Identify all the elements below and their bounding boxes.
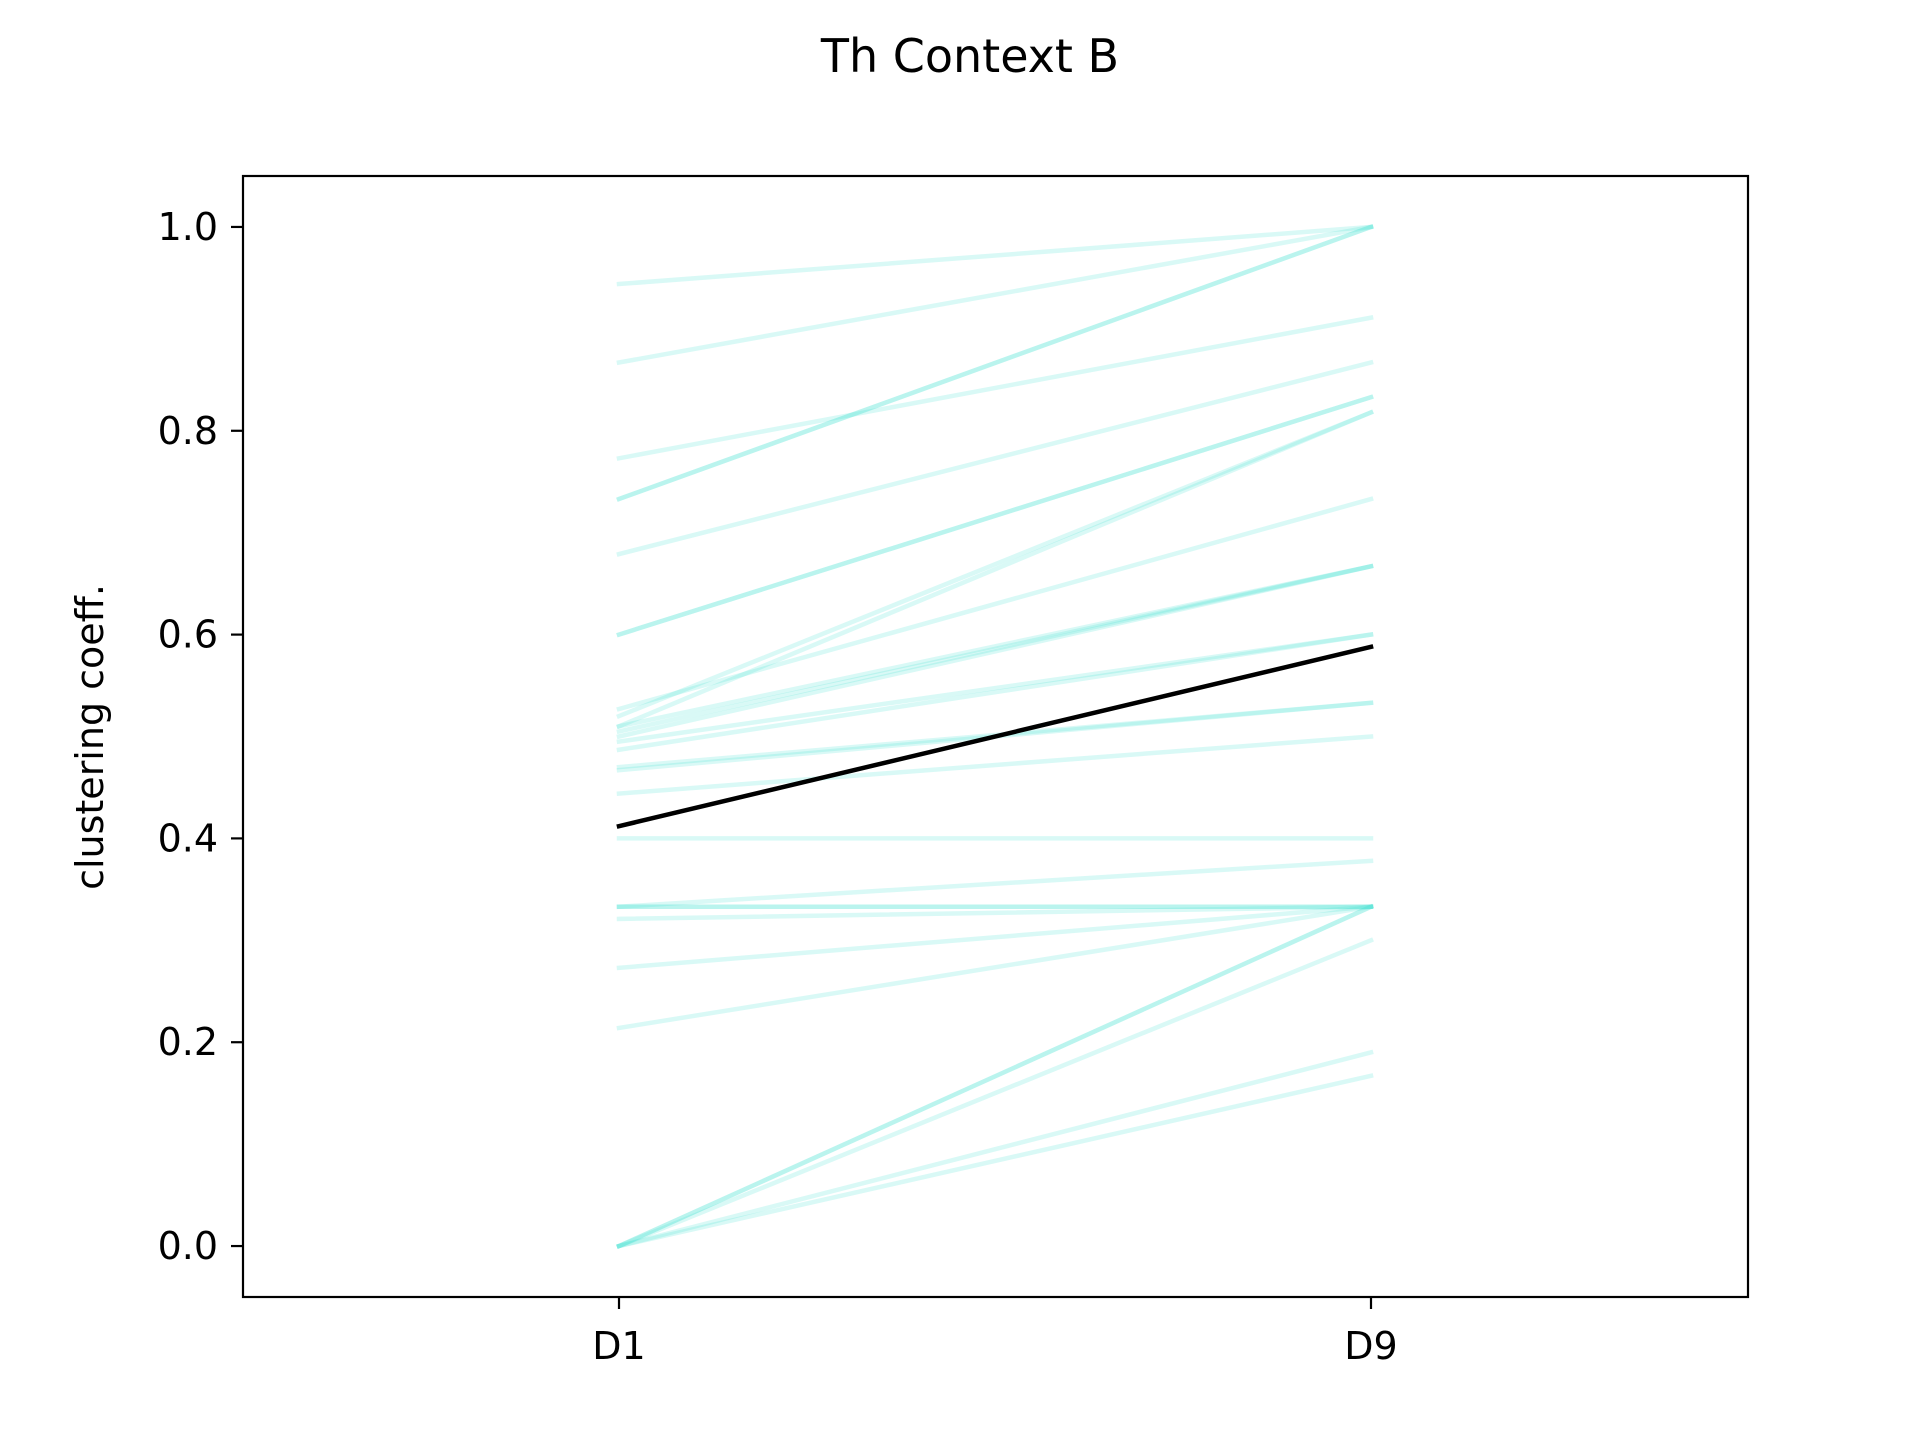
y-tick-label: 0.0 — [158, 1224, 218, 1268]
series-line-29 — [616, 937, 1374, 1249]
series-line-5 — [616, 224, 1374, 502]
mean-line — [616, 644, 1374, 829]
series-line-12 — [616, 563, 1374, 729]
y-axis: 0.0 0.2 0.4 0.6 0.8 1.0 — [158, 205, 243, 1268]
y-tick-label: 1.0 — [158, 205, 218, 249]
series-line-27 — [616, 903, 1374, 1250]
mean-layer — [616, 644, 1374, 829]
series-line-24 — [616, 904, 1374, 922]
series-line-8 — [616, 394, 1374, 638]
series-line-10 — [616, 409, 1374, 720]
series-line-11 — [616, 409, 1374, 730]
series-line-6 — [616, 359, 1374, 557]
series-line-28 — [616, 903, 1374, 1250]
y-axis-label: clustering coeff. — [68, 584, 112, 890]
series-line-21 — [616, 858, 1374, 910]
series-line-3 — [616, 315, 1374, 461]
y-tick-label: 0.2 — [158, 1020, 218, 1064]
series-line-9 — [616, 496, 1374, 712]
series-line-26 — [616, 904, 1374, 1031]
series-line-31 — [616, 1073, 1374, 1249]
series-line-14 — [616, 563, 1374, 740]
y-tick-label: 0.6 — [158, 613, 218, 657]
y-tick-label: 0.4 — [158, 816, 218, 860]
x-tick-label: D9 — [1344, 1324, 1397, 1368]
series-line-7 — [616, 394, 1374, 638]
x-axis: D1 D9 — [592, 1297, 1398, 1368]
series-line-4 — [616, 224, 1374, 502]
series-line-19 — [616, 734, 1374, 796]
series-line-30 — [616, 1049, 1374, 1249]
x-tick-label: D1 — [592, 1324, 645, 1368]
series-line-25 — [616, 904, 1374, 971]
series-line-1 — [616, 224, 1374, 287]
series-line-2 — [616, 224, 1374, 366]
series-line-13 — [616, 563, 1374, 735]
series-line-16 — [616, 632, 1374, 753]
series-line-15 — [616, 632, 1374, 745]
chart-title: Th Context B — [820, 29, 1119, 83]
y-tick-label: 0.8 — [158, 409, 218, 453]
plot-area-frame — [241, 174, 1750, 1299]
